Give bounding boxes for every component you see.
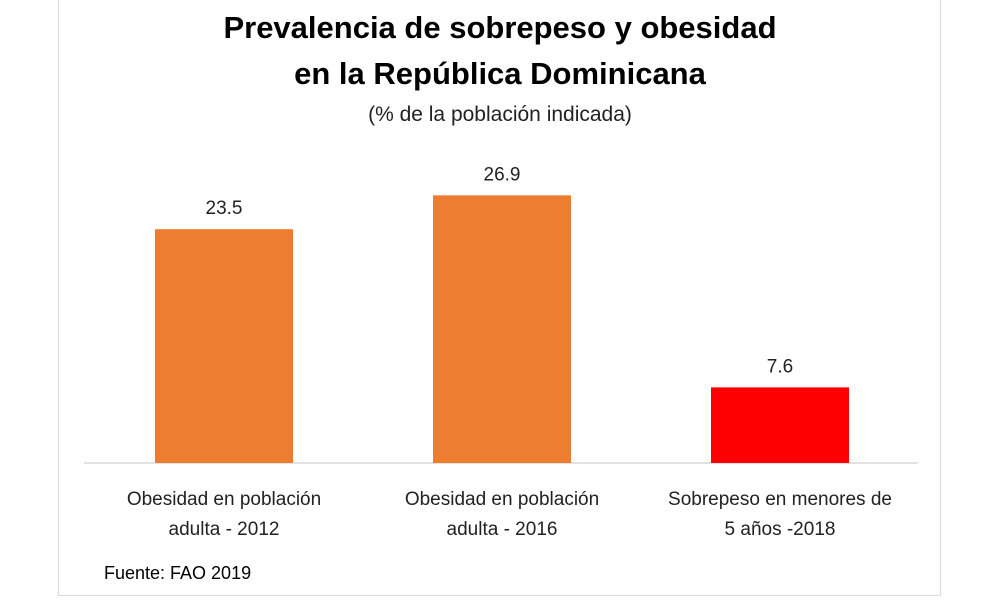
category-label-1-line-1: Obesidad en población <box>127 489 321 510</box>
category-label-2-line-2: adulta - 2016 <box>447 519 558 540</box>
bar-2 <box>433 195 571 463</box>
bar-3 <box>711 387 849 463</box>
category-label-3-line-2: 5 años -2018 <box>725 519 836 540</box>
category-label-2-line-1: Obesidad en población <box>405 489 599 510</box>
source-note: Fuente: FAO 2019 <box>104 563 252 583</box>
category-label-1-line-2: adulta - 2012 <box>169 519 280 540</box>
data-label-2: 26.9 <box>484 164 521 185</box>
data-label-1: 23.5 <box>206 198 243 219</box>
category-label-3-line-1: Sobrepeso en menores de <box>668 489 892 510</box>
bar-1 <box>155 229 293 463</box>
data-label-3: 7.6 <box>767 356 793 377</box>
chart-subtitle: (% de la población indicada) <box>368 103 632 126</box>
chart-title-line-1: Prevalencia de sobrepeso y obesidad <box>223 10 777 45</box>
chart-title-line-2: en la República Dominicana <box>294 56 706 91</box>
